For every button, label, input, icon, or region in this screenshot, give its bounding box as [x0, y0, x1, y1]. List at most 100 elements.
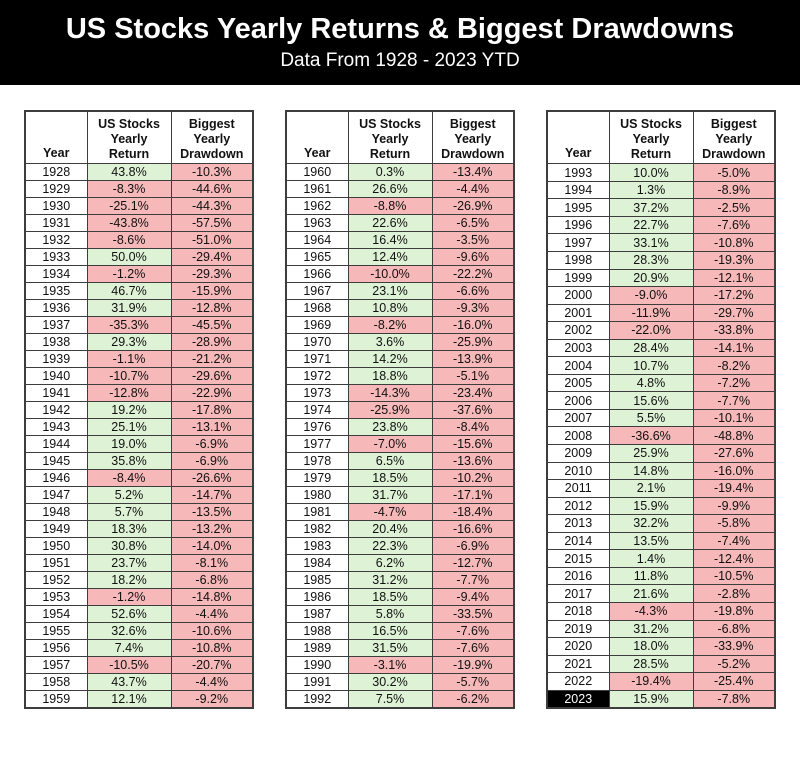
return-cell: 18.2% — [86, 571, 172, 590]
year-cell: 1998 — [546, 251, 610, 270]
table-row: 2023 15.9% -7.8% — [546, 689, 776, 709]
year-cell: 1944 — [24, 435, 88, 454]
table-row: 2020 18.0% -33.9% — [546, 637, 776, 656]
drawdown-cell: -10.1% — [692, 408, 776, 428]
drawdown-cell: -9.3% — [431, 299, 515, 318]
table-row: 1962 -8.8% -26.9% — [285, 197, 515, 216]
return-cell: 7.5% — [347, 690, 433, 709]
return-cell: 23.8% — [347, 418, 433, 437]
table-row: 1946 -8.4% -26.6% — [24, 469, 254, 488]
year-cell: 2019 — [546, 619, 610, 639]
drawdown-cell: -15.6% — [431, 435, 515, 454]
drawdown-cell: -10.3% — [170, 163, 254, 182]
table-row: 2001 -11.9% -29.7% — [546, 303, 776, 323]
year-cell: 1952 — [24, 571, 88, 590]
table-header: Year US Stocks Yearly Return Biggest Yea… — [285, 110, 515, 165]
return-cell: 31.9% — [86, 299, 172, 318]
title-banner: US Stocks Yearly Returns & Biggest Drawd… — [0, 0, 800, 85]
year-cell: 1988 — [285, 622, 349, 641]
drawdown-cell: -10.2% — [431, 469, 515, 488]
tables-container: Year US Stocks Yearly Return Biggest Yea… — [0, 85, 800, 709]
drawdown-cell: -44.3% — [170, 197, 254, 216]
drawdown-cell: -29.6% — [170, 367, 254, 386]
table-row: 1947 5.2% -14.7% — [24, 486, 254, 505]
year-cell: 1932 — [24, 231, 88, 250]
year-cell: 1987 — [285, 605, 349, 624]
table-row: 1952 18.2% -6.8% — [24, 571, 254, 590]
drawdown-cell: -3.5% — [431, 231, 515, 250]
drawdown-cell: -33.8% — [692, 321, 776, 340]
col-header-return: US Stocks Yearly Return — [347, 110, 433, 165]
table-1928-1959: Year US Stocks Yearly Return Biggest Yea… — [24, 109, 254, 709]
drawdown-cell: -4.4% — [170, 605, 254, 624]
return-cell: 4.8% — [608, 373, 694, 393]
return-cell: 6.5% — [347, 452, 433, 471]
drawdown-cell: -33.9% — [692, 637, 776, 656]
table-row: 2022 -19.4% -25.4% — [546, 672, 776, 691]
return-cell: 5.5% — [608, 408, 694, 428]
table-row: 2015 1.4% -12.4% — [546, 549, 776, 568]
table-row: 1998 28.3% -19.3% — [546, 251, 776, 270]
table-row: 1938 29.3% -28.9% — [24, 333, 254, 352]
year-cell: 1976 — [285, 418, 349, 437]
drawdown-cell: -5.8% — [692, 514, 776, 533]
table-row: 1928 43.8% -10.3% — [24, 163, 254, 182]
drawdown-cell: -25.9% — [431, 333, 515, 352]
table-row: 1984 6.2% -12.7% — [285, 554, 515, 573]
return-cell: 15.9% — [608, 689, 694, 709]
col-header-return: US Stocks Yearly Return — [86, 110, 172, 165]
return-cell: 1.4% — [608, 549, 694, 568]
drawdown-cell: -22.2% — [431, 265, 515, 284]
table-row: 1955 32.6% -10.6% — [24, 622, 254, 641]
return-cell: -4.7% — [347, 503, 433, 522]
drawdown-cell: -2.5% — [692, 198, 776, 217]
table-row: 1992 7.5% -6.2% — [285, 690, 515, 709]
return-cell: -25.1% — [86, 197, 172, 216]
return-cell: -25.9% — [347, 401, 433, 420]
table-row: 1931 -43.8% -57.5% — [24, 214, 254, 233]
year-cell: 2003 — [546, 338, 610, 358]
year-cell: 1970 — [285, 333, 349, 352]
return-cell: 22.3% — [347, 537, 433, 556]
drawdown-cell: -19.8% — [692, 601, 776, 621]
return-cell: -35.3% — [86, 316, 172, 335]
return-cell: 15.6% — [608, 391, 694, 410]
table-row: 1941 -12.8% -22.9% — [24, 384, 254, 403]
year-cell: 2002 — [546, 321, 610, 340]
drawdown-cell: -5.1% — [431, 367, 515, 386]
drawdown-cell: -27.6% — [692, 444, 776, 463]
table-row: 2005 4.8% -7.2% — [546, 373, 776, 393]
year-cell: 1938 — [24, 333, 88, 352]
year-cell: 1949 — [24, 520, 88, 539]
drawdown-cell: -8.4% — [431, 418, 515, 437]
table-row: 2021 28.5% -5.2% — [546, 654, 776, 674]
table-row: 1942 19.2% -17.8% — [24, 401, 254, 420]
year-cell: 2015 — [546, 549, 610, 568]
return-cell: 25.1% — [86, 418, 172, 437]
return-cell: 19.0% — [86, 435, 172, 454]
drawdown-cell: -23.4% — [431, 384, 515, 403]
return-cell: 32.6% — [86, 622, 172, 641]
table-row: 1933 50.0% -29.4% — [24, 248, 254, 267]
year-cell: 2013 — [546, 514, 610, 533]
return-cell: 31.7% — [347, 486, 433, 505]
return-cell: -10.7% — [86, 367, 172, 386]
year-cell: 1929 — [24, 180, 88, 199]
table-row: 2019 31.2% -6.8% — [546, 619, 776, 639]
return-cell: -12.8% — [86, 384, 172, 403]
year-cell: 1941 — [24, 384, 88, 403]
drawdown-cell: -26.6% — [170, 469, 254, 488]
year-cell: 1940 — [24, 367, 88, 386]
year-cell: 1983 — [285, 537, 349, 556]
table-row: 1974 -25.9% -37.6% — [285, 401, 515, 420]
table-row: 1937 -35.3% -45.5% — [24, 316, 254, 335]
return-cell: 5.2% — [86, 486, 172, 505]
col-header-drawdown: Biggest Yearly Drawdown — [692, 110, 776, 165]
drawdown-cell: -10.8% — [692, 233, 776, 253]
year-cell: 2011 — [546, 479, 610, 498]
table-row: 1939 -1.1% -21.2% — [24, 350, 254, 369]
table-row: 1970 3.6% -25.9% — [285, 333, 515, 352]
year-cell: 2008 — [546, 426, 610, 446]
return-cell: 16.5% — [347, 622, 433, 641]
table-row: 1964 16.4% -3.5% — [285, 231, 515, 250]
